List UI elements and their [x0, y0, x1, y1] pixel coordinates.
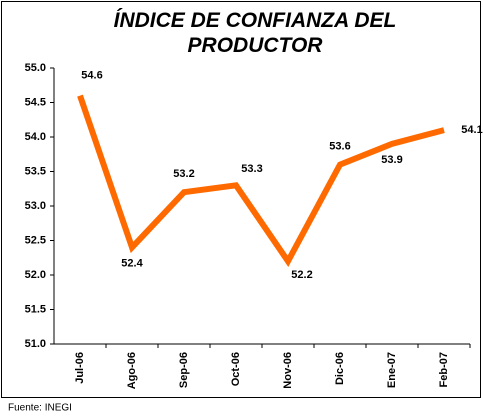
- data-label: 54.6: [81, 70, 102, 82]
- x-tick-label: Dic-06: [334, 352, 346, 385]
- data-label: 53.3: [241, 163, 262, 175]
- x-tick-label: Sep-06: [178, 352, 190, 388]
- y-tick-label: 54.0: [25, 131, 46, 143]
- y-tick-label: 51.0: [25, 338, 46, 350]
- data-line: [77, 94, 445, 267]
- border: [1, 1, 481, 398]
- x-tick-label: Ene-07: [386, 352, 398, 388]
- y-tick-label: 52.5: [25, 234, 46, 246]
- source-note: Fuente: INEGI: [8, 403, 72, 414]
- data-label: 53.6: [329, 141, 350, 153]
- chart-title: ÍNDICE DE CONFIANZA DEL PRODUCTOR: [113, 9, 397, 57]
- y-tick-label: 53.5: [25, 165, 46, 177]
- y-tick-label: 52.0: [25, 269, 46, 281]
- y-tick-label: 51.5: [25, 303, 46, 315]
- y-tick-label: 55.0: [25, 62, 46, 74]
- x-tick-label: Ago-06: [126, 352, 138, 389]
- y-tick-label: 53.0: [25, 200, 46, 212]
- data-label: 52.2: [291, 269, 312, 281]
- data-label: 52.4: [121, 257, 143, 269]
- x-tick-label: Jul-06: [74, 352, 86, 384]
- x-tick-label: Feb-07: [438, 352, 450, 387]
- y-tick-label: 54.5: [25, 96, 46, 108]
- x-tick-label: Nov-06: [282, 352, 294, 389]
- data-label: 53.9: [381, 154, 402, 166]
- data-label: 54.1: [461, 124, 482, 136]
- data-label: 53.2: [173, 168, 194, 180]
- x-tick-label: Oct-06: [230, 352, 242, 386]
